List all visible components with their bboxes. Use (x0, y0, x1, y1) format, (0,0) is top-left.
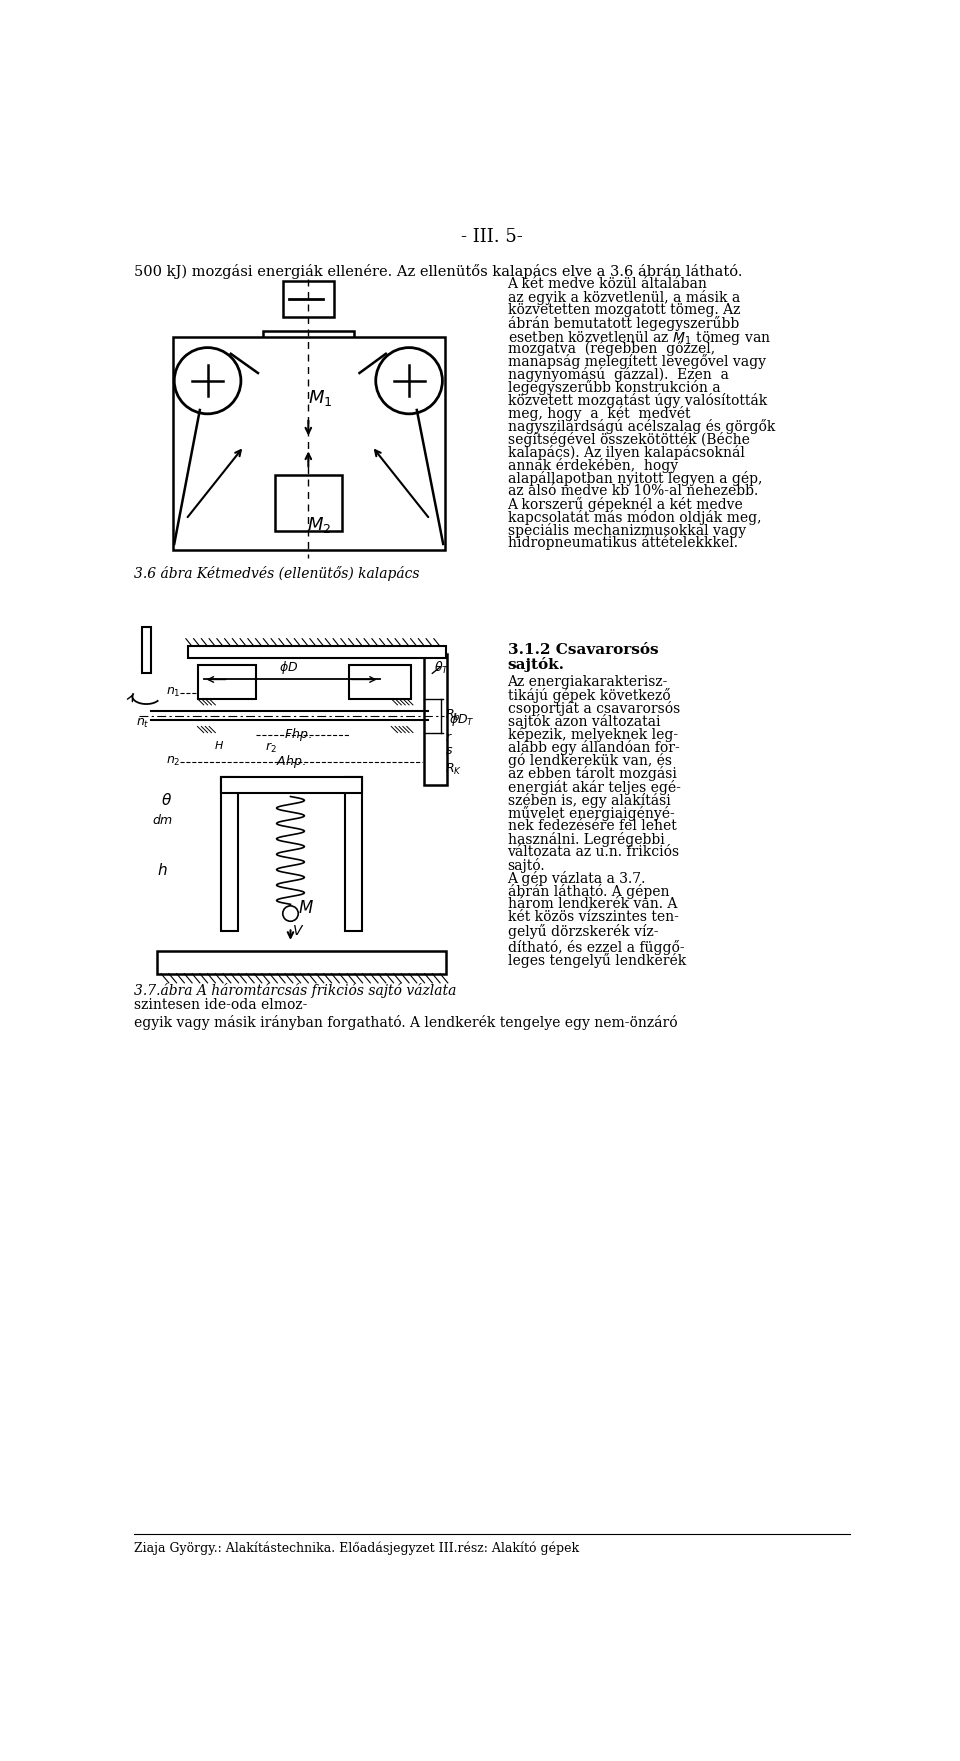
Text: speciális mechanizmusokkal vagy: speciális mechanizmusokkal vagy (508, 523, 746, 537)
Text: kapcsolatát más módon oldják meg,: kapcsolatát más módon oldják meg, (508, 509, 761, 525)
Bar (275, 475, 343, 530)
Text: sajtók.: sajtók. (508, 657, 564, 673)
Text: 3.7.ábra A háromtárcsás frikciós sajtó vázlata: 3.7.ábra A háromtárcsás frikciós sajtó v… (134, 983, 456, 998)
Text: sajtók azon változatai: sajtók azon változatai (508, 715, 660, 729)
Text: $r_2$: $r_2$ (265, 741, 277, 755)
Text: manapság melegített levegővel vagy: manapság melegített levegővel vagy (508, 354, 765, 370)
Bar (142, 627, 151, 673)
Text: $\phi D$: $\phi D$ (278, 659, 298, 676)
Text: csoportját a csavarorsós: csoportját a csavarorsós (508, 701, 680, 717)
Text: mozgatva  (régebben  gőzzel,: mozgatva (régebben gőzzel, (508, 342, 714, 356)
Text: $R_K$: $R_K$ (444, 763, 462, 777)
Text: $\phi D_T$: $\phi D_T$ (449, 711, 475, 727)
Text: annak érdekében,  hogy: annak érdekében, hogy (508, 458, 678, 474)
Text: nek fedezésére fel lehet: nek fedezésére fel lehet (508, 819, 676, 833)
Text: gó lendkerekük van, és: gó lendkerekük van, és (508, 754, 671, 768)
Bar (345, 777, 362, 932)
Text: művelet energiaigényé-: művelet energiaigényé- (508, 807, 674, 821)
Text: hidropneumatikus áttételekkkel.: hidropneumatikus áttételekkkel. (508, 535, 737, 551)
Text: alapállapotban nyitott legyen a gép,: alapállapotban nyitott legyen a gép, (508, 470, 762, 486)
Text: $M_2$: $M_2$ (307, 516, 331, 535)
Circle shape (375, 347, 443, 414)
Text: ábrán bemutatott legegyszerűbb: ábrán bemutatott legegyszerűbb (508, 315, 739, 331)
Text: $Fhp.$: $Fhp.$ (284, 727, 312, 743)
Text: sajtó.: sajtó. (508, 858, 545, 873)
Text: legegyszerűbb konstrukción a: legegyszerűbb konstrukción a (508, 380, 720, 394)
Circle shape (283, 905, 299, 921)
Text: ábrán látható. A gépen: ábrán látható. A gépen (508, 884, 669, 900)
Bar (198, 666, 255, 699)
Bar (348, 666, 411, 699)
Text: egyik vagy másik irányban forgatható. A lendkerék tengelye egy nem-önzáró: egyik vagy másik irányban forgatható. A … (134, 1014, 678, 1030)
Bar (263, 331, 354, 352)
Text: Az energiakarakterisz-: Az energiakarakterisz- (508, 674, 668, 689)
Text: $M_1$: $M_1$ (308, 389, 332, 409)
Text: $\theta_T$: $\theta_T$ (434, 660, 449, 676)
Text: energiát akár teljes egé-: energiát akár teljes egé- (508, 780, 681, 794)
Text: gelyű dörzskerék víz-: gelyű dörzskerék víz- (508, 923, 658, 939)
Bar (423, 653, 447, 785)
Text: $dm$: $dm$ (152, 812, 173, 826)
Bar (188, 646, 445, 659)
Text: leges tengelyű lendkerék: leges tengelyű lendkerék (508, 953, 685, 969)
Bar (258, 352, 359, 412)
Text: segítségével összekötötték (Béche: segítségével összekötötték (Béche (508, 431, 750, 447)
Text: változata az u.n. frikciós: változata az u.n. frikciós (508, 845, 680, 859)
Text: két közös vízszintes ten-: két közös vízszintes ten- (508, 910, 679, 925)
Text: dítható, és ezzel a függő-: dítható, és ezzel a függő- (508, 940, 684, 954)
Text: az alsó medve kb 10%-al nehezebb.: az alsó medve kb 10%-al nehezebb. (508, 484, 757, 498)
Text: nagyszilárdságú acélszalag és görgők: nagyszilárdságú acélszalag és görgők (508, 419, 775, 433)
Text: - III. 5-: - III. 5- (461, 229, 523, 247)
Bar (275, 352, 343, 402)
Text: $R_b$: $R_b$ (444, 708, 461, 724)
Text: 3.1.2 Csavarorsós: 3.1.2 Csavarorsós (508, 643, 659, 657)
Text: $n_2$: $n_2$ (166, 755, 181, 768)
Text: szében is, egy alakítási: szében is, egy alakítási (508, 792, 670, 808)
Text: $\theta$: $\theta$ (161, 792, 172, 808)
Text: tikájú gépek következő: tikájú gépek következő (508, 689, 670, 703)
Text: az egyik a közvetlenül, a másik a: az egyik a közvetlenül, a másik a (508, 291, 740, 305)
Text: képezik, melyeknek leg-: képezik, melyeknek leg- (508, 727, 678, 741)
Text: 3.6 ábra Kétmedvés (ellenütős) kalapács: 3.6 ábra Kétmedvés (ellenütős) kalapács (134, 565, 420, 581)
Bar (283, 282, 334, 317)
Text: 500 kJ) mozgási energiák ellenére. Az ellenütős kalapács elve a 3.6 ábrán láthat: 500 kJ) mozgási energiák ellenére. Az el… (134, 264, 742, 278)
Text: $H$: $H$ (214, 740, 225, 750)
Text: meg, hogy  a  két  medvét: meg, hogy a két medvét (508, 407, 690, 421)
Text: az ebben tárolt mozgási: az ebben tárolt mozgási (508, 766, 677, 782)
Text: $h$: $h$ (157, 861, 168, 877)
Bar (221, 777, 238, 932)
Text: nagynyomású  gázzal).  Ezen  a: nagynyomású gázzal). Ezen a (508, 368, 729, 382)
Text: $n_t$: $n_t$ (135, 717, 149, 729)
Text: esetben közvetlenül az $M_1$ tömeg van: esetben közvetlenül az $M_1$ tömeg van (508, 329, 770, 347)
Text: közvetetten mozgatott tömeg. Az: közvetetten mozgatott tömeg. Az (508, 303, 740, 317)
Text: közvetett mozgatást úgy valósították: közvetett mozgatást úgy valósították (508, 393, 767, 409)
Text: A gép vázlata a 3.7.: A gép vázlata a 3.7. (508, 872, 646, 886)
Bar (157, 951, 445, 974)
Text: $Ahp.$: $Ahp.$ (276, 754, 305, 770)
Text: Ziaja György.: Alakítástechnika. Előadásjegyzet III.rész: Alakító gépek: Ziaja György.: Alakítástechnika. Előadás… (134, 1543, 579, 1555)
Bar (173, 336, 444, 549)
Text: $r$: $r$ (444, 731, 452, 743)
Text: $s$: $s$ (444, 743, 453, 757)
Text: $n_1$: $n_1$ (166, 687, 181, 699)
Text: szintesen ide-oda elmoz-: szintesen ide-oda elmoz- (134, 998, 307, 1013)
Text: használni. Legrégebbi: használni. Legrégebbi (508, 831, 664, 847)
Circle shape (175, 347, 241, 414)
Text: A korszerű gépeknél a két medve: A korszerű gépeknél a két medve (508, 497, 743, 512)
Text: $V$: $V$ (292, 925, 304, 939)
Text: A két medve közül általában: A két medve közül általában (508, 276, 708, 291)
Text: három lendkerék van. A: három lendkerék van. A (508, 898, 677, 912)
Text: kalapács). Az ilyen kalapácsoknál: kalapács). Az ilyen kalapácsoknál (508, 446, 744, 460)
Text: alább egy állandóan for-: alább egy állandóan for- (508, 740, 680, 755)
Text: $M$: $M$ (298, 900, 314, 917)
Bar (221, 777, 362, 792)
